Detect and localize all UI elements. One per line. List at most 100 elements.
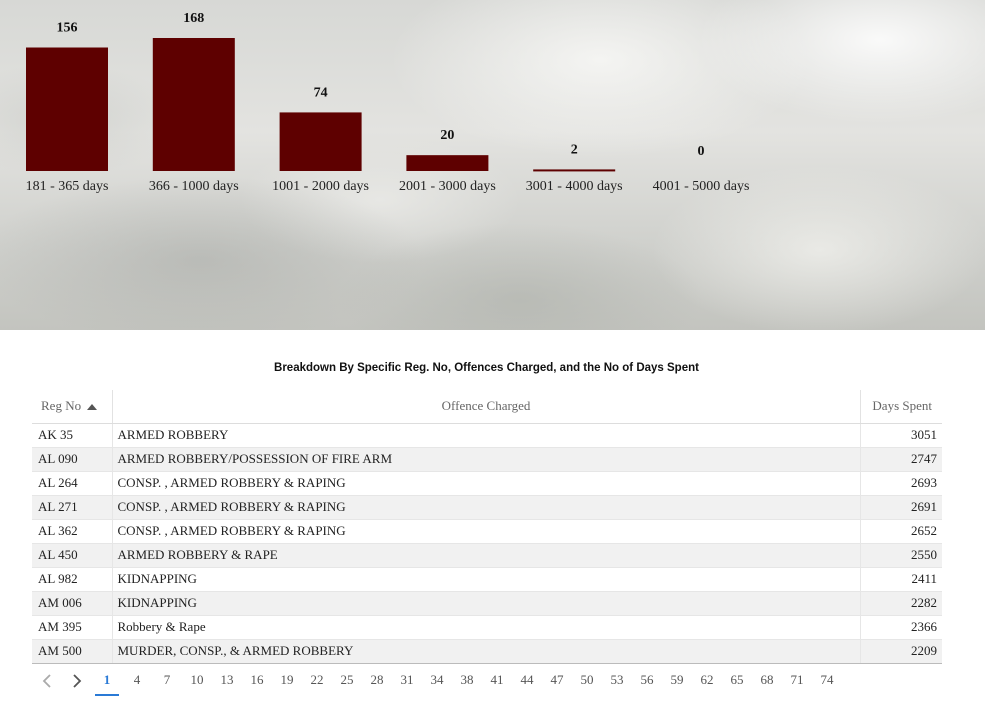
offence-cell: MURDER, CONSP., & ARMED ROBBERY bbox=[112, 639, 861, 664]
bar-value-label: 156 bbox=[57, 21, 78, 36]
table-row[interactable]: AL 362 CONSP. , ARMED ROBBERY & RAPING 265… bbox=[32, 519, 942, 544]
table-header-row: Reg No Offence Charged Days Spent bbox=[32, 390, 942, 424]
bar[interactable] bbox=[152, 38, 235, 171]
page-link[interactable]: 74 bbox=[820, 672, 834, 687]
days-spent-cell: 2693 bbox=[860, 471, 942, 496]
page-link[interactable]: 56 bbox=[640, 672, 654, 687]
offence-cell: Robbery & Rape bbox=[112, 615, 861, 640]
page-link[interactable]: 71 bbox=[790, 672, 804, 687]
table-row[interactable]: AL 264 CONSP. , ARMED ROBBERY & RAPING 269… bbox=[32, 471, 942, 496]
chart-panel: 156 181 - 365 days 168 366 - 1000 days 74 100… bbox=[0, 0, 985, 330]
days-spent-cell: 2209 bbox=[860, 639, 942, 664]
reg-no-cell: AM 006 bbox=[32, 591, 113, 616]
days-spent-cell: 3051 bbox=[860, 423, 942, 448]
page-link[interactable]: 31 bbox=[400, 672, 414, 687]
bar-category-label: 4001 - 5000 days bbox=[653, 179, 750, 194]
table-row[interactable]: AM 006 KIDNAPPING 2282 bbox=[32, 591, 942, 616]
page-link[interactable]: 47 bbox=[550, 672, 564, 687]
chevron-left-icon bbox=[42, 674, 51, 688]
offence-cell: CONSP. , ARMED ROBBERY & RAPING bbox=[112, 519, 861, 544]
offence-cell: ARMED ROBBERY/POSSESSION OF FIRE ARM bbox=[112, 447, 861, 472]
page-link[interactable]: 28 bbox=[370, 672, 384, 687]
bar-value-label: 0 bbox=[698, 144, 705, 159]
reg-no-cell: AL 362 bbox=[32, 519, 113, 544]
offence-cell: KIDNAPPING bbox=[112, 591, 861, 616]
previous-page-button[interactable] bbox=[32, 668, 62, 694]
offence-column-header[interactable]: Offence Charged bbox=[112, 390, 861, 424]
table-row[interactable]: AK 35 ARMED ROBBERY 3051 bbox=[32, 423, 942, 448]
days-spent-cell: 2652 bbox=[860, 519, 942, 544]
days-spent-cell: 2282 bbox=[860, 591, 942, 616]
pagination: 1 4 7 10 13 16 19 22 25 28 31 34 38 41 44 47 50 53 56 59 62 6… bbox=[32, 668, 842, 696]
bar-value-label: 20 bbox=[440, 128, 454, 143]
table-bottom-divider bbox=[32, 663, 942, 664]
days-spent-cell: 2747 bbox=[860, 447, 942, 472]
page-link[interactable]: 50 bbox=[580, 672, 594, 687]
page-link[interactable]: 7 bbox=[163, 672, 171, 687]
reg-no-cell: AL 271 bbox=[32, 495, 113, 520]
breakdown-table: Reg No Offence Charged Days Spent AK 35 A… bbox=[32, 390, 942, 664]
page-link[interactable]: 34 bbox=[430, 672, 444, 687]
offence-cell: CONSP. , ARMED ROBBERY & RAPING bbox=[112, 495, 861, 520]
page-link[interactable]: 38 bbox=[460, 672, 474, 687]
table-body: AK 35 ARMED ROBBERY 3051 AL 090 ARMED ROBBER… bbox=[32, 423, 942, 664]
page-link[interactable]: 68 bbox=[760, 672, 774, 687]
page-link[interactable]: 22 bbox=[310, 672, 324, 687]
days-spent-cell: 2411 bbox=[860, 567, 942, 592]
page-link[interactable]: 19 bbox=[280, 672, 294, 687]
reg-no-cell: AL 090 bbox=[32, 447, 113, 472]
bar-value-label: 168 bbox=[183, 11, 204, 26]
bar-category-label: 2001 - 3000 days bbox=[399, 179, 496, 194]
page-link[interactable]: 16 bbox=[250, 672, 264, 687]
offence-cell: CONSP. , ARMED ROBBERY & RAPING bbox=[112, 471, 861, 496]
offence-header-label: Offence Charged bbox=[441, 398, 531, 414]
bar-category-label: 1001 - 2000 days bbox=[272, 179, 369, 194]
page-current[interactable]: 1 bbox=[92, 668, 122, 696]
table-row[interactable]: AM 395 Robbery & Rape 2366 bbox=[32, 615, 942, 640]
page-link[interactable]: 41 bbox=[490, 672, 504, 687]
chevron-right-icon bbox=[73, 674, 82, 688]
reg-no-cell: AL 264 bbox=[32, 471, 113, 496]
offence-cell: ARMED ROBBERY & RAPE bbox=[112, 543, 861, 568]
days-header-label: Days Spent bbox=[872, 398, 932, 414]
bar-category-label: 3001 - 4000 days bbox=[526, 179, 623, 194]
days-spent-cell: 2550 bbox=[860, 543, 942, 568]
bar[interactable] bbox=[279, 112, 362, 171]
table-row[interactable]: AL 982 KIDNAPPING 2411 bbox=[32, 567, 942, 592]
table-row[interactable]: AL 450 ARMED ROBBERY & RAPE 2550 bbox=[32, 543, 942, 568]
reg-no-cell: AL 450 bbox=[32, 543, 113, 568]
offence-cell: KIDNAPPING bbox=[112, 567, 861, 592]
table-title: Breakdown By Specific Reg. No, Offences … bbox=[274, 362, 699, 374]
page-link[interactable]: 13 bbox=[220, 672, 234, 687]
page-link[interactable]: 10 bbox=[190, 672, 204, 687]
page-link[interactable]: 62 bbox=[700, 672, 714, 687]
page-link[interactable]: 44 bbox=[520, 672, 534, 687]
bar-category-label: 181 - 365 days bbox=[26, 179, 109, 194]
reg-no-column-header[interactable]: Reg No bbox=[32, 390, 113, 424]
days-spent-cell: 2366 bbox=[860, 615, 942, 640]
page-link[interactable]: 59 bbox=[670, 672, 684, 687]
reg-no-cell: AL 982 bbox=[32, 567, 113, 592]
bar[interactable] bbox=[406, 155, 489, 171]
offence-cell: ARMED ROBBERY bbox=[112, 423, 861, 448]
days-column-header[interactable]: Days Spent bbox=[860, 390, 942, 424]
page-number-list: 1 4 7 10 13 16 19 22 25 28 31 34 38 41 44 47 50 53 56 59 62 6… bbox=[92, 668, 842, 696]
table-row[interactable]: AM 500 MURDER, CONSP., & ARMED ROBBERY 220… bbox=[32, 639, 942, 664]
bar[interactable] bbox=[533, 169, 616, 172]
reg-no-header-label: Reg No bbox=[41, 398, 82, 414]
bar[interactable] bbox=[26, 47, 108, 172]
bar-value-label: 74 bbox=[314, 85, 328, 100]
table-row[interactable]: AL 090 ARMED ROBBERY/POSSESSION OF FIRE A… bbox=[32, 447, 942, 472]
page-link[interactable]: 25 bbox=[340, 672, 354, 687]
table-row[interactable]: AL 271 CONSP. , ARMED ROBBERY & RAPING 269… bbox=[32, 495, 942, 520]
bar-category-label: 366 - 1000 days bbox=[149, 179, 239, 194]
reg-no-cell: AK 35 bbox=[32, 423, 113, 448]
page-link[interactable]: 53 bbox=[610, 672, 624, 687]
sort-ascending-icon[interactable] bbox=[87, 404, 98, 411]
days-spent-cell: 2691 bbox=[860, 495, 942, 520]
days-spent-bar-chart: 156 181 - 365 days 168 366 - 1000 days 74 100… bbox=[26, 11, 750, 194]
page-link[interactable]: 4 bbox=[133, 672, 141, 687]
next-page-button[interactable] bbox=[62, 668, 92, 694]
reg-no-cell: AM 500 bbox=[32, 639, 113, 664]
page-link[interactable]: 65 bbox=[730, 672, 744, 687]
